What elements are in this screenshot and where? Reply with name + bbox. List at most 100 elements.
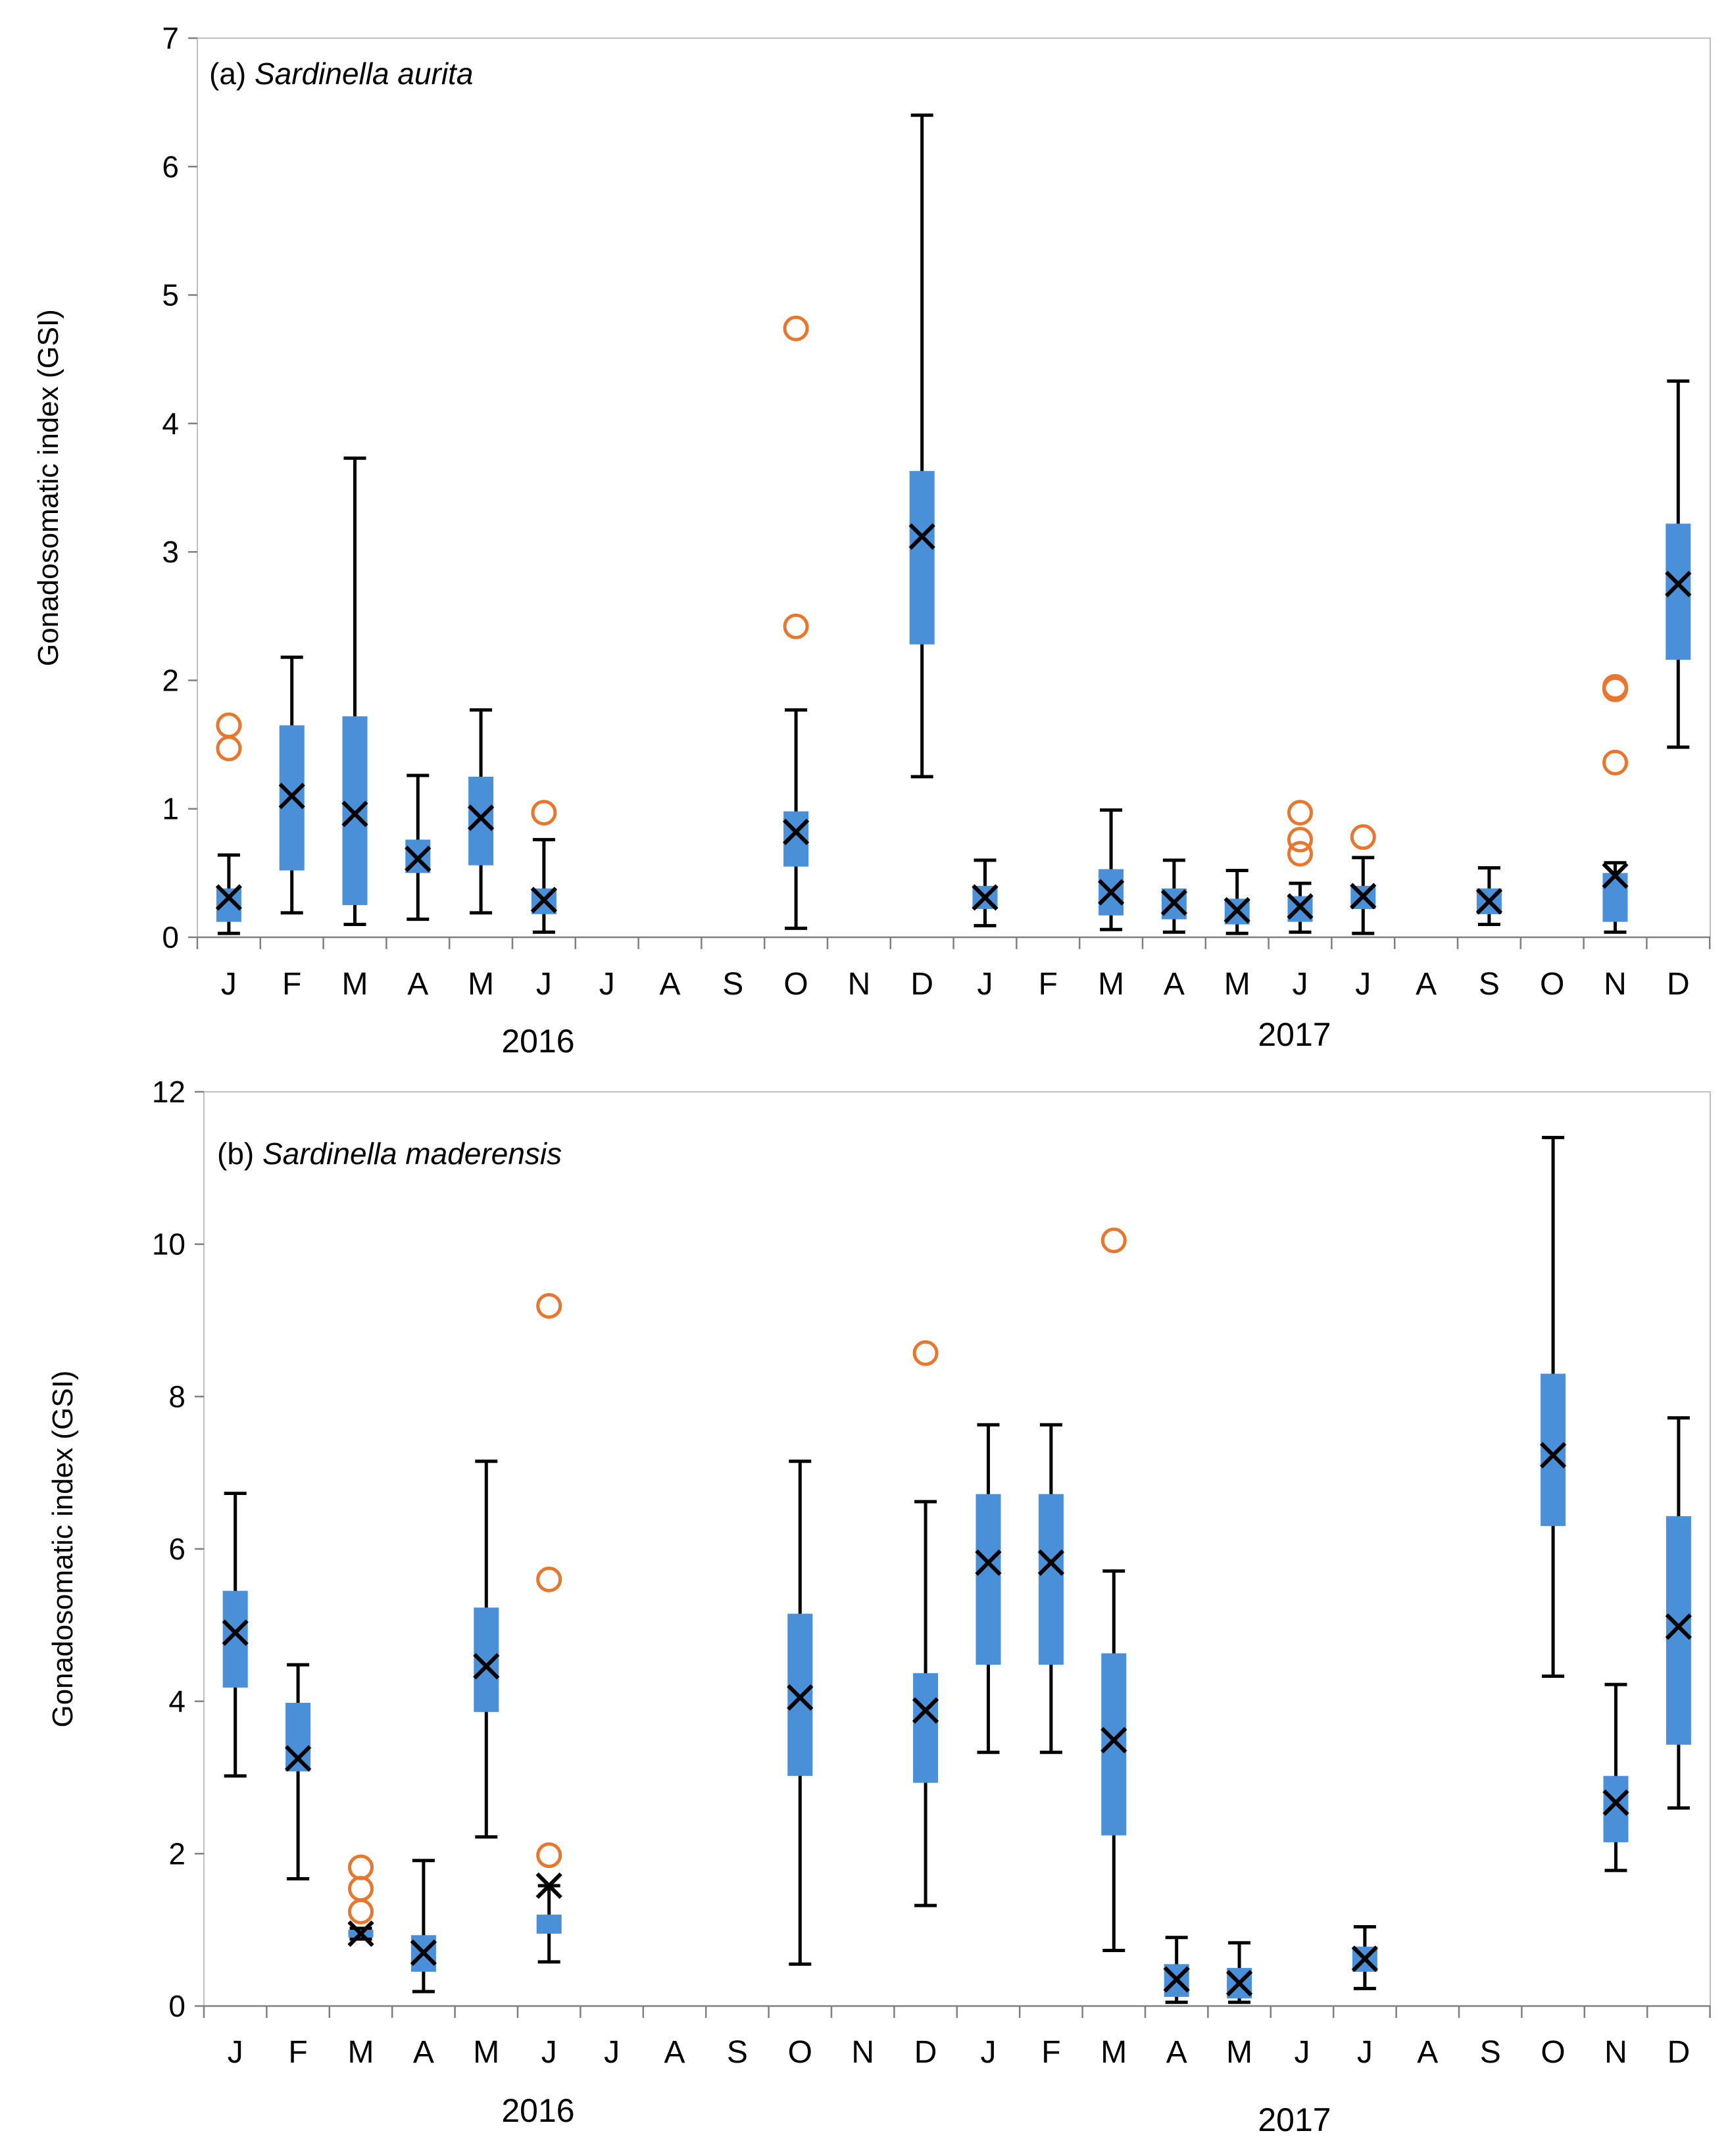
mean-marker bbox=[1100, 1727, 1127, 1753]
iqr-box bbox=[909, 471, 935, 645]
panel-title: (b) Sardinella maderensis bbox=[217, 1137, 562, 1171]
outlier-point bbox=[348, 1876, 374, 1902]
iqr-box bbox=[1101, 1653, 1127, 1836]
mean-marker bbox=[278, 783, 305, 810]
y-tick-label: 7 bbox=[162, 21, 179, 55]
y-axis-title: Gonadosomatic index (GSI) bbox=[47, 1371, 79, 1728]
outlier-point bbox=[536, 1566, 562, 1592]
month-label: A bbox=[1166, 2035, 1187, 2070]
y-tick-label: 3 bbox=[162, 535, 179, 569]
panel-title-prefix: (b) bbox=[217, 1137, 262, 1171]
y-tick-label: 6 bbox=[162, 149, 179, 184]
month-label: D bbox=[910, 967, 933, 1002]
box-j-5 bbox=[535, 1292, 562, 1964]
outlier-point bbox=[1100, 1227, 1127, 1254]
iqr-box bbox=[1666, 1516, 1691, 1745]
mean-marker bbox=[530, 887, 558, 914]
mean-marker bbox=[1539, 1442, 1567, 1469]
month-label: M bbox=[468, 967, 494, 1002]
box-m-4 bbox=[473, 1459, 500, 1839]
year-label-2016: 2016 bbox=[501, 2092, 574, 2129]
month-label: F bbox=[1041, 2035, 1060, 2070]
month-label: O bbox=[783, 967, 808, 1002]
mean-marker bbox=[975, 1549, 1002, 1576]
month-label: S bbox=[727, 2035, 748, 2070]
y-tick-label: 0 bbox=[168, 1989, 185, 2023]
mean-marker bbox=[972, 884, 999, 911]
outlier-point bbox=[216, 735, 242, 762]
month-label: M bbox=[342, 967, 368, 1002]
mean-marker bbox=[1287, 893, 1314, 920]
plot-area-border bbox=[203, 1091, 1711, 2007]
month-label: N bbox=[1604, 967, 1627, 1002]
month-label: M bbox=[1226, 2035, 1252, 2070]
outlier-point bbox=[783, 613, 809, 639]
month-label: J bbox=[228, 2035, 243, 2070]
box-m-4 bbox=[467, 708, 495, 915]
month-label: M bbox=[1098, 967, 1124, 1002]
iqr-box bbox=[468, 776, 494, 866]
month-label: F bbox=[288, 2035, 307, 2070]
box-f-1 bbox=[278, 655, 305, 915]
month-label: N bbox=[1604, 2035, 1627, 2070]
mean-marker bbox=[908, 523, 935, 550]
box-d-11 bbox=[908, 113, 935, 779]
y-tick-label: 5 bbox=[162, 278, 179, 312]
iqr-box bbox=[913, 1673, 939, 1783]
mean-marker bbox=[410, 1939, 437, 1967]
outlier-point bbox=[783, 315, 809, 341]
panel-b: 0 2 4 6 8 10 12 J F M A M J J A S O N D J F M A M J J A S O N D 2016 201… bbox=[47, 1075, 1711, 2138]
outlier-point bbox=[912, 1340, 939, 1366]
mean-marker bbox=[215, 884, 243, 911]
month-label: A bbox=[659, 967, 680, 1002]
mean-marker bbox=[405, 845, 432, 872]
month-label: J bbox=[1357, 2035, 1373, 2070]
box-a-15 bbox=[1160, 858, 1188, 934]
month-label: O bbox=[1540, 967, 1564, 1002]
month-label: A bbox=[1416, 967, 1437, 1002]
outlier-point bbox=[531, 800, 557, 826]
mean-marker bbox=[782, 818, 810, 845]
mean-marker bbox=[1225, 1970, 1253, 1997]
month-label: D bbox=[914, 2035, 937, 2070]
month-label: M bbox=[473, 2035, 499, 2070]
month-label: J bbox=[1295, 2035, 1310, 2070]
iqr-box bbox=[342, 716, 368, 906]
mean-marker bbox=[1602, 1789, 1629, 1816]
y-tick-label: 12 bbox=[152, 1075, 185, 1109]
box-j-17 bbox=[1287, 800, 1314, 934]
month-label: J bbox=[541, 2035, 557, 2070]
box-j-12 bbox=[972, 858, 999, 927]
month-label: J bbox=[604, 2035, 620, 2070]
panel-title-prefix: (a) bbox=[209, 57, 255, 91]
mean-marker bbox=[1097, 879, 1125, 906]
panel-a: 0 1 2 3 4 5 6 7 J F M A M J J A S O N D J F M A M J J A S O N D 2016 2017… bbox=[32, 21, 1711, 1060]
box-m-2 bbox=[341, 456, 368, 926]
box-j-12 bbox=[975, 1423, 1002, 1754]
month-label: S bbox=[1480, 2035, 1501, 2070]
y-tick-label: 6 bbox=[168, 1532, 185, 1566]
month-label: S bbox=[1479, 967, 1500, 1002]
mean-marker bbox=[1475, 888, 1503, 915]
mean-marker bbox=[912, 1697, 939, 1724]
y-axis-title: Gonadosomatic index (GSI) bbox=[32, 309, 64, 666]
mean-marker bbox=[1163, 1966, 1190, 1993]
box-m-2 bbox=[347, 1854, 374, 1948]
iqr-box bbox=[1038, 1494, 1064, 1665]
box-j-0 bbox=[222, 1491, 249, 1778]
month-label: N bbox=[848, 967, 871, 1002]
month-label: A bbox=[664, 2035, 685, 2070]
y-tick-label: 2 bbox=[168, 1836, 185, 1871]
mean-marker bbox=[1350, 883, 1377, 910]
month-label: S bbox=[722, 967, 743, 1002]
y-tick-label: 1 bbox=[162, 792, 179, 826]
box-o-9 bbox=[787, 1459, 814, 1966]
month-label: J bbox=[1293, 967, 1308, 1002]
month-label: J bbox=[1355, 967, 1371, 1002]
month-label: O bbox=[788, 2035, 812, 2070]
month-label: F bbox=[1039, 967, 1058, 1002]
box-n-22 bbox=[1602, 674, 1629, 934]
month-label: M bbox=[1224, 967, 1250, 1002]
y-tick-label: 2 bbox=[162, 663, 179, 697]
